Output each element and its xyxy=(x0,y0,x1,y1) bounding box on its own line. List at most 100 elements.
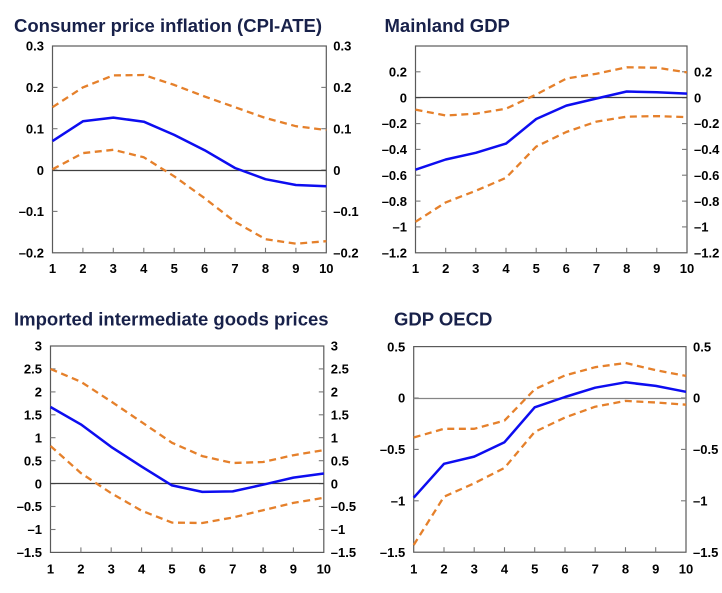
svg-text:0.2: 0.2 xyxy=(389,65,407,80)
svg-text:1: 1 xyxy=(47,562,54,577)
svg-text:–0.8: –0.8 xyxy=(382,194,407,209)
svg-text:9: 9 xyxy=(290,562,297,577)
svg-text:9: 9 xyxy=(292,261,299,276)
svg-text:7: 7 xyxy=(593,261,600,276)
svg-text:–1: –1 xyxy=(28,522,42,537)
svg-text:10: 10 xyxy=(679,562,693,577)
svg-text:–1.5: –1.5 xyxy=(693,545,718,560)
svg-text:6: 6 xyxy=(199,562,206,577)
svg-text:–1.5: –1.5 xyxy=(380,545,405,560)
svg-text:0.2: 0.2 xyxy=(26,80,44,95)
svg-text:0: 0 xyxy=(400,90,407,105)
svg-text:1: 1 xyxy=(35,430,42,445)
svg-text:–0.6: –0.6 xyxy=(382,168,407,183)
svg-text:5: 5 xyxy=(171,261,178,276)
svg-text:8: 8 xyxy=(623,261,630,276)
svg-text:4: 4 xyxy=(502,261,510,276)
svg-text:GDP OECD: GDP OECD xyxy=(394,308,492,329)
svg-text:8: 8 xyxy=(259,562,266,577)
svg-text:Imported intermediate goods pr: Imported intermediate goods prices xyxy=(14,308,329,329)
svg-text:–0.6: –0.6 xyxy=(694,168,719,183)
svg-text:6: 6 xyxy=(201,261,208,276)
svg-text:8: 8 xyxy=(622,562,629,577)
svg-text:–0.2: –0.2 xyxy=(333,246,358,261)
svg-text:–1: –1 xyxy=(693,494,707,509)
svg-text:0.5: 0.5 xyxy=(387,339,405,354)
svg-text:10: 10 xyxy=(317,562,331,577)
svg-text:2: 2 xyxy=(442,261,449,276)
svg-text:0: 0 xyxy=(333,163,340,178)
svg-text:3: 3 xyxy=(471,562,478,577)
svg-text:10: 10 xyxy=(680,261,694,276)
svg-text:5: 5 xyxy=(533,261,540,276)
svg-text:3: 3 xyxy=(108,562,115,577)
svg-text:Consumer price inflation (CPI-: Consumer price inflation (CPI-ATE) xyxy=(14,15,322,36)
svg-text:2: 2 xyxy=(79,261,86,276)
svg-text:0.2: 0.2 xyxy=(333,80,351,95)
svg-text:1: 1 xyxy=(331,430,338,445)
svg-text:0.3: 0.3 xyxy=(26,39,44,54)
svg-text:0: 0 xyxy=(37,163,44,178)
svg-text:7: 7 xyxy=(229,562,236,577)
svg-text:–1.2: –1.2 xyxy=(382,246,407,261)
svg-text:–1.5: –1.5 xyxy=(331,545,356,560)
svg-text:2.5: 2.5 xyxy=(331,362,349,377)
svg-text:6: 6 xyxy=(563,261,570,276)
svg-text:5: 5 xyxy=(168,562,175,577)
svg-text:6: 6 xyxy=(561,562,568,577)
svg-text:4: 4 xyxy=(138,562,146,577)
svg-text:3: 3 xyxy=(110,261,117,276)
svg-text:–1: –1 xyxy=(331,522,345,537)
svg-text:–0.5: –0.5 xyxy=(380,442,405,457)
svg-text:0: 0 xyxy=(35,476,42,491)
svg-text:1: 1 xyxy=(49,261,56,276)
svg-text:9: 9 xyxy=(653,261,660,276)
svg-text:0.5: 0.5 xyxy=(24,453,42,468)
svg-text:1: 1 xyxy=(410,562,417,577)
svg-text:0: 0 xyxy=(693,391,700,406)
svg-text:3: 3 xyxy=(472,261,479,276)
svg-text:7: 7 xyxy=(592,562,599,577)
svg-text:1: 1 xyxy=(412,261,419,276)
svg-text:–0.5: –0.5 xyxy=(331,499,356,514)
svg-text:–0.1: –0.1 xyxy=(19,204,44,219)
svg-text:0.2: 0.2 xyxy=(694,65,712,80)
svg-text:3: 3 xyxy=(35,339,42,354)
svg-text:–0.2: –0.2 xyxy=(19,246,44,261)
svg-text:0.5: 0.5 xyxy=(693,339,711,354)
svg-text:9: 9 xyxy=(652,562,659,577)
svg-text:2: 2 xyxy=(440,562,447,577)
svg-text:4: 4 xyxy=(140,261,148,276)
svg-text:0.5: 0.5 xyxy=(331,453,349,468)
svg-text:–1: –1 xyxy=(694,220,708,235)
svg-text:4: 4 xyxy=(501,562,509,577)
svg-text:Mainland GDP: Mainland GDP xyxy=(385,15,510,36)
svg-text:0: 0 xyxy=(331,476,338,491)
svg-text:2.5: 2.5 xyxy=(24,362,42,377)
svg-text:–0.4: –0.4 xyxy=(694,142,720,157)
svg-text:7: 7 xyxy=(231,261,238,276)
svg-text:–1: –1 xyxy=(393,220,407,235)
svg-text:8: 8 xyxy=(262,261,269,276)
svg-text:1.5: 1.5 xyxy=(24,408,42,423)
svg-text:–0.1: –0.1 xyxy=(333,204,358,219)
svg-text:0.1: 0.1 xyxy=(333,121,351,136)
svg-text:0: 0 xyxy=(398,391,405,406)
svg-text:–0.2: –0.2 xyxy=(694,116,719,131)
svg-text:–1.2: –1.2 xyxy=(694,246,719,261)
svg-text:0.3: 0.3 xyxy=(333,39,351,54)
svg-text:2: 2 xyxy=(331,385,338,400)
svg-text:–1.5: –1.5 xyxy=(17,545,42,560)
svg-text:–0.2: –0.2 xyxy=(382,116,407,131)
svg-text:–1: –1 xyxy=(391,494,405,509)
svg-text:–0.8: –0.8 xyxy=(694,194,719,209)
svg-text:2: 2 xyxy=(35,385,42,400)
svg-text:3: 3 xyxy=(331,339,338,354)
svg-text:5: 5 xyxy=(531,562,538,577)
svg-text:2: 2 xyxy=(77,562,84,577)
svg-text:–0.5: –0.5 xyxy=(17,499,42,514)
svg-text:0: 0 xyxy=(694,90,701,105)
svg-text:1.5: 1.5 xyxy=(331,408,349,423)
svg-text:–0.4: –0.4 xyxy=(382,142,408,157)
svg-text:10: 10 xyxy=(319,261,333,276)
